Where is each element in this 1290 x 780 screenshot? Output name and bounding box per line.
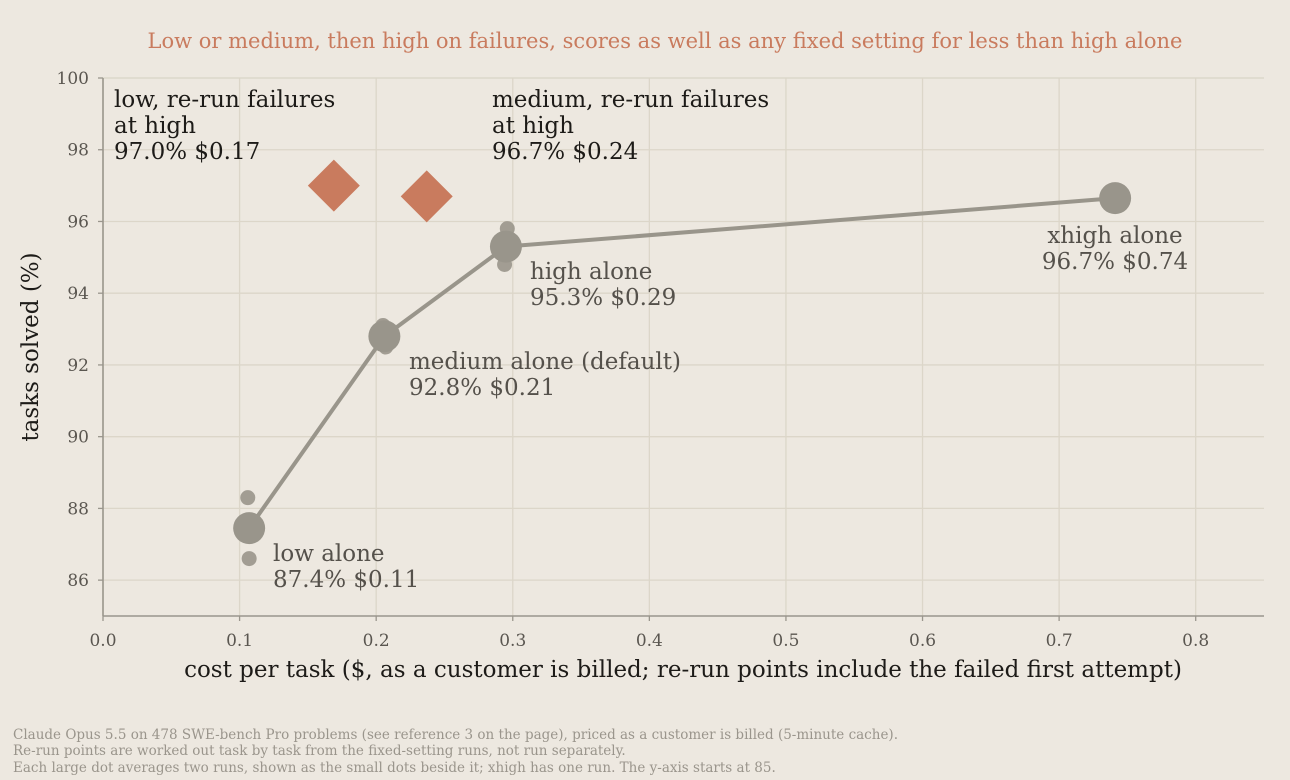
run-point (241, 551, 257, 567)
x-tick-label: 0.3 (499, 631, 526, 651)
y-tick-labels: 86 88 90 92 94 96 98 100 (57, 69, 103, 591)
rerun-value-label: 97.0% $0.17 (114, 139, 260, 165)
y-tick-label: 88 (67, 499, 89, 519)
footnote-line: Each large dot averages two runs, shown … (13, 759, 776, 776)
x-tick-label: 0.7 (1046, 631, 1073, 651)
run-point (240, 490, 256, 506)
chart-svg: Low or medium, then high on failures, sc… (18, 29, 1264, 683)
footnote-line: Claude Opus 5.5 on 478 SWE-bench Pro pro… (13, 727, 898, 743)
footnote: Claude Opus 5.5 on 478 SWE-bench Pro pro… (13, 727, 898, 776)
rerun-strategy-marker (307, 159, 360, 212)
grid (102, 77, 1264, 616)
rerun-label: medium, re-run failures (492, 87, 769, 113)
x-tick-label: 0.5 (772, 631, 799, 651)
setting-label: xhigh alone (1047, 223, 1182, 249)
footnote-line: Re-run points are worked out task by tas… (13, 743, 626, 760)
rerun-strategy-marker (400, 170, 453, 223)
setting-label: low alone (273, 541, 385, 567)
y-tick-label: 90 (67, 428, 89, 448)
fixed-setting-point (368, 320, 401, 353)
y-tick-label: 100 (57, 69, 89, 89)
y-tick-label: 92 (67, 356, 89, 376)
setting-value-label: 87.4% $0.11 (273, 567, 419, 593)
x-tick-label: 0.8 (1182, 631, 1209, 651)
x-tick-label: 0.0 (89, 631, 116, 651)
setting-label: high alone (530, 259, 652, 285)
fixed-settings-line (247, 196, 1116, 530)
data-series (233, 159, 1132, 567)
x-axis-label: cost per task ($, as a customer is bille… (184, 657, 1182, 683)
fixed-setting-point (1099, 182, 1132, 215)
x-tick-label: 0.4 (636, 631, 663, 651)
fixed-setting-point (489, 230, 522, 263)
y-tick-label: 94 (67, 284, 89, 304)
x-tick-label: 0.2 (363, 631, 390, 651)
fixed-setting-point (233, 512, 266, 545)
y-tick-label: 86 (67, 571, 89, 591)
x-tick-label: 0.1 (226, 631, 253, 651)
x-tick-label: 0.6 (909, 631, 936, 651)
y-axis-label: tasks solved (%) (18, 252, 44, 441)
y-tick-label: 98 (67, 141, 89, 161)
rerun-label: at high (492, 113, 574, 139)
axes (102, 78, 1264, 617)
rerun-value-label: 96.7% $0.24 (492, 139, 638, 165)
y-tick-label: 96 (67, 212, 89, 232)
rerun-label: low, re-run failures (114, 87, 335, 113)
chart-title: Low or medium, then high on failures, sc… (148, 29, 1183, 53)
setting-value-label: 92.8% $0.21 (409, 375, 555, 401)
setting-value-label: 96.7% $0.74 (1042, 249, 1188, 275)
setting-label: medium alone (default) (409, 349, 681, 375)
setting-value-label: 95.3% $0.29 (530, 285, 676, 311)
x-tick-labels: 0.0 0.1 0.2 0.3 0.4 0.5 0.6 0.7 0.8 (89, 616, 1209, 651)
rerun-label: at high (114, 113, 196, 139)
